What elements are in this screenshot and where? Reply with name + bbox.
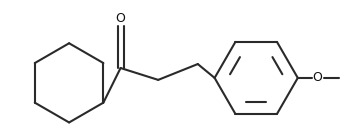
Text: O: O [116,12,126,25]
Text: O: O [313,71,322,84]
